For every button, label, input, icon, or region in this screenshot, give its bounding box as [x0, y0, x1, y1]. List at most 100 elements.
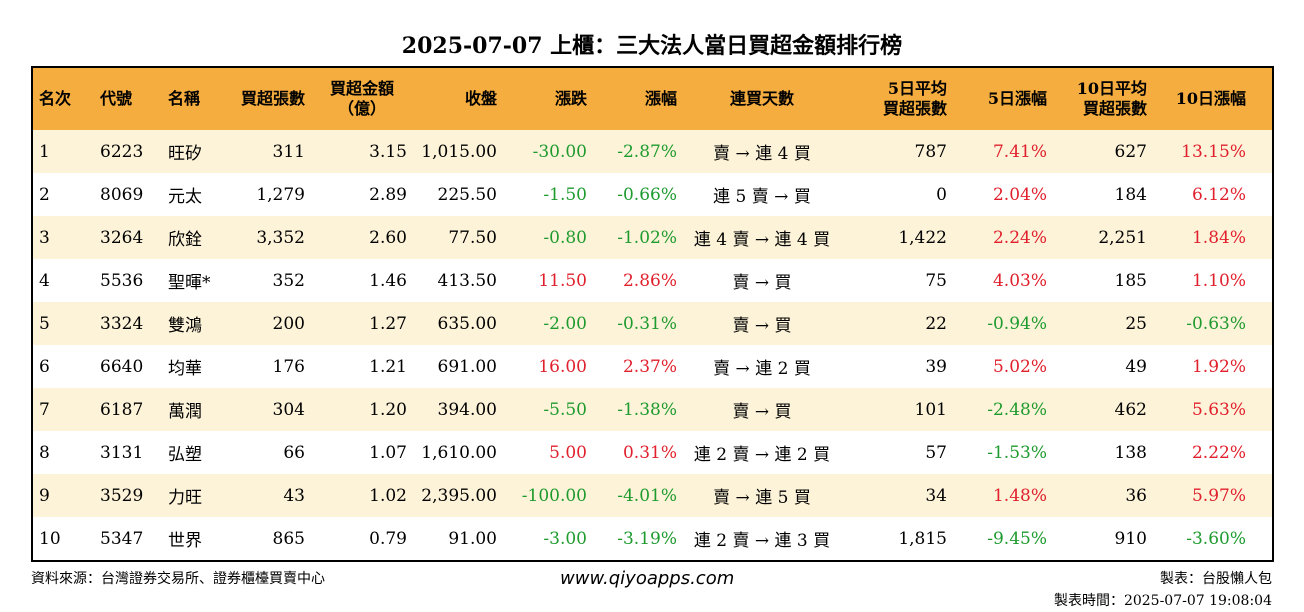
cell-avg5: 39 [925, 356, 947, 377]
header-buy-days: 連買天數 [729, 89, 794, 108]
cell-change-pct: -1.02% [617, 227, 677, 248]
cell-net-lots: 43 [283, 485, 305, 506]
cell-change: -1.50 [543, 184, 587, 205]
cell-close: 691.00 [437, 356, 497, 377]
cell-change: 16.00 [538, 356, 587, 377]
cell-net-lots: 3,352 [256, 227, 305, 248]
header-avg5-line1: 5日平均 [887, 79, 947, 98]
cell-pct10: -3.60% [1186, 528, 1246, 549]
cell-buy-days: 賣 → 連 5 買 [713, 488, 811, 508]
cell-net-lots: 66 [283, 442, 305, 463]
page-title: 2025-07-07 上櫃：三大法人當日買超金額排行榜 [401, 33, 903, 59]
cell-change-pct: -1.38% [617, 399, 677, 420]
cell-avg10: 462 [1114, 399, 1147, 420]
cell-avg10: 627 [1114, 141, 1147, 162]
table-row: 2 8069 元太 1,279 2.89 225.50 -1.50 -0.66% 連 5 賣 →… [33, 173, 1272, 216]
cell-code: 3131 [100, 442, 144, 463]
cell-net-amount: 1.27 [369, 313, 407, 334]
cell-avg10: 184 [1114, 184, 1147, 205]
cell-avg5: 57 [925, 442, 947, 463]
cell-pct10: 6.12% [1191, 184, 1246, 205]
cell-pct5: -2.48% [987, 399, 1047, 420]
cell-rank: 9 [39, 485, 50, 506]
cell-pct10: -0.63% [1186, 313, 1246, 334]
cell-avg5: 101 [914, 399, 947, 420]
header-avg5: 5日平均 買超張數 [841, 79, 953, 119]
cell-code: 5536 [100, 270, 144, 291]
cell-change-pct: -0.31% [617, 313, 677, 334]
cell-net-amount: 1.21 [369, 356, 407, 377]
cell-name: 弘塑 [168, 445, 202, 465]
cell-name: 力旺 [168, 488, 202, 508]
header-net-amount-line2: （億） [337, 99, 386, 118]
cell-pct5: 2.04% [992, 184, 1047, 205]
header-avg10-line1: 10日平均 [1076, 79, 1147, 98]
cell-change: -3.00 [543, 528, 587, 549]
cell-pct5: -0.94% [987, 313, 1047, 334]
cell-avg5: 75 [925, 270, 947, 291]
cell-code: 6640 [100, 356, 144, 377]
cell-pct10: 1.84% [1191, 227, 1246, 248]
cell-code: 3324 [100, 313, 144, 334]
cell-buy-days: 連 4 賣 → 連 4 買 [693, 230, 831, 250]
cell-code: 3529 [100, 485, 144, 506]
header-change-pct: 漲幅 [644, 89, 677, 108]
cell-avg5: 34 [925, 485, 947, 506]
cell-buy-days: 賣 → 買 [732, 316, 792, 336]
cell-change-pct: -0.66% [617, 184, 677, 205]
cell-rank: 5 [39, 313, 50, 334]
cell-net-lots: 865 [272, 528, 305, 549]
cell-avg10: 910 [1114, 528, 1147, 549]
cell-name: 欣銓 [168, 230, 202, 250]
cell-buy-days: 賣 → 買 [732, 273, 792, 293]
cell-net-amount: 3.15 [369, 141, 407, 162]
cell-change: -5.50 [543, 399, 587, 420]
cell-avg10: 2,251 [1098, 227, 1147, 248]
cell-change-pct: 0.31% [622, 442, 677, 463]
header-net-amount: 買超金額 （億） [311, 79, 413, 119]
cell-name: 旺矽 [168, 144, 202, 164]
cell-net-lots: 352 [272, 270, 305, 291]
table-row: 9 3529 力旺 43 1.02 2,395.00 -100.00 -4.01% 賣 → 連 … [33, 474, 1272, 517]
cell-buy-days: 賣 → 連 2 買 [713, 359, 811, 379]
data-source: 資料來源：台灣證券交易所、證券櫃檯買賣中心 [31, 571, 325, 587]
cell-pct10: 2.22% [1191, 442, 1246, 463]
cell-code: 5347 [100, 528, 144, 549]
header-pct10: 10日漲幅 [1175, 89, 1246, 108]
cell-pct5: 1.48% [992, 485, 1047, 506]
table-row: 8 3131 弘塑 66 1.07 1,610.00 5.00 0.31% 連 2 賣 → 連 … [33, 431, 1272, 474]
table-row: 3 3264 欣銓 3,352 2.60 77.50 -0.80 -1.02% 連 4 賣 → … [33, 216, 1272, 259]
header-name: 名稱 [168, 89, 201, 108]
cell-rank: 6 [39, 356, 50, 377]
cell-close: 1,610.00 [421, 442, 497, 463]
ranking-table: 名次 代號 名稱 買超張數 買超金額 （億） 收盤 漲跌 漲幅 連買天數 5日平… [31, 66, 1274, 562]
table-row: 5 3324 雙鴻 200 1.27 635.00 -2.00 -0.31% 賣 → 買 22 -0… [33, 302, 1272, 345]
cell-name: 萬潤 [168, 402, 202, 422]
cell-buy-days: 連 2 賣 → 連 3 買 [693, 531, 831, 551]
cell-pct10: 1.10% [1191, 270, 1246, 291]
cell-change-pct: 2.86% [622, 270, 677, 291]
cell-net-lots: 1,279 [256, 184, 305, 205]
cell-net-lots: 176 [272, 356, 305, 377]
cell-rank: 1 [39, 141, 50, 162]
cell-buy-days: 賣 → 買 [732, 402, 792, 422]
cell-net-amount: 0.79 [369, 528, 407, 549]
cell-change-pct: -2.87% [617, 141, 677, 162]
table-body: 1 6223 旺矽 311 3.15 1,015.00 -30.00 -2.87% 賣 → 連 … [33, 130, 1272, 560]
cell-pct5: -1.53% [987, 442, 1047, 463]
table-row: 7 6187 萬潤 304 1.20 394.00 -5.50 -1.38% 賣 → 買 101 -… [33, 388, 1272, 431]
cell-pct5: 2.24% [992, 227, 1047, 248]
cell-name: 世界 [168, 531, 202, 551]
header-avg10: 10日平均 買超張數 [1053, 79, 1153, 119]
cell-name: 雙鴻 [168, 316, 202, 336]
website-link[interactable]: www.qiyoapps.com [560, 568, 735, 589]
cell-net-amount: 1.07 [369, 442, 407, 463]
header-avg10-line2: 買超張數 [1082, 99, 1147, 118]
header-rank: 名次 [39, 89, 72, 108]
cell-rank: 4 [39, 270, 50, 291]
cell-change: 5.00 [549, 442, 587, 463]
author-credit: 製表：台股懶人包 [1160, 571, 1272, 587]
cell-avg10: 25 [1125, 313, 1147, 334]
header-avg5-line2: 買超張數 [882, 99, 947, 118]
cell-close: 77.50 [448, 227, 497, 248]
